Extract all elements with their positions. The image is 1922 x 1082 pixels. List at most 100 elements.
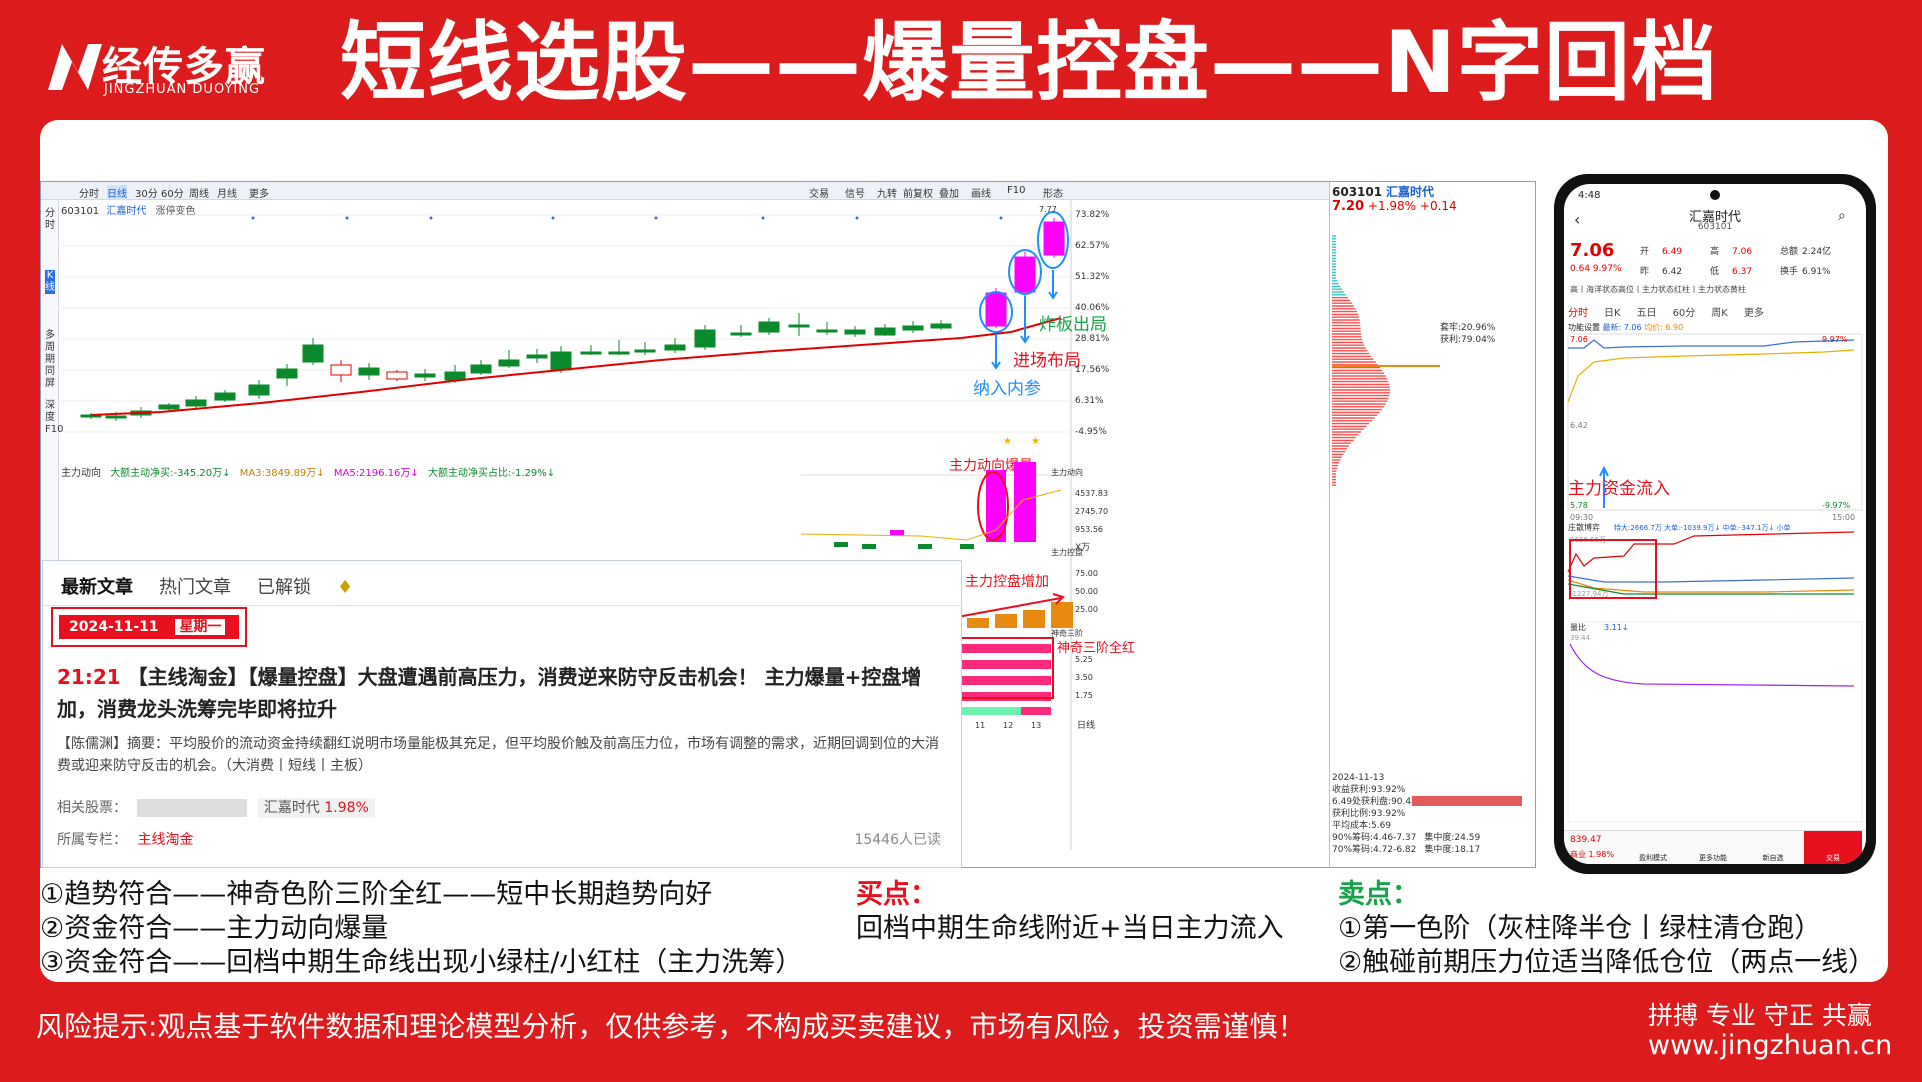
annotations-volume_burst: 主力动向爆量 <box>949 458 1033 474</box>
slogan: 拼搏 专业 守正 共赢 <box>1648 1001 1872 1030</box>
candle <box>608 351 630 355</box>
phone-screen: 4:48 ‹ 汇嘉时代 603101 ⌕ 7.06 0.64 9.97% 开 6.… <box>1564 184 1866 864</box>
toolbar-tool-3[interactable]: 前复权 <box>903 189 933 200</box>
phone-tab-4[interactable]: 周K <box>1711 308 1728 319</box>
related-stock-chip[interactable]: 汇嘉时代 1.98% <box>257 798 375 818</box>
phone-bottom-price: 839.47 <box>1570 835 1602 845</box>
x_dates-7: 12 <box>1003 721 1013 730</box>
phone-latest: 最新: 7.06 <box>1602 323 1642 332</box>
volume-bar <box>960 544 974 549</box>
indicator-d: 大额主动净买占比:-1.29%↓ <box>427 468 556 479</box>
toolbar-tab-3[interactable]: 60分 <box>161 189 184 200</box>
toolbar-tab-2[interactable]: 30分 <box>135 189 158 200</box>
phone-tab-5[interactable]: 更多 <box>1743 308 1764 319</box>
pct-tick: 51.32% <box>1075 272 1110 282</box>
chip-stat: 集中度:24.59 <box>1424 833 1481 843</box>
risk-notice: 风险提示:观点基于软件数据和理论模型分析，仅供参考，不构成买卖建议，市场有风险，… <box>36 1010 1306 1043</box>
toolbar-tool-4[interactable]: 叠加 <box>939 189 959 200</box>
volume-bar <box>834 542 848 547</box>
toolbar-tool-5[interactable]: 画线 <box>971 189 991 200</box>
candle <box>816 329 838 333</box>
search-icon[interactable]: ⌕ <box>1838 208 1846 224</box>
indicator_bar-title: 主力动向 <box>1051 467 1083 477</box>
toolbar-tool-2[interactable]: 九转 <box>877 189 897 200</box>
website-link[interactable]: www.jingzhuan.cn <box>1648 1030 1893 1061</box>
panel_labels-stair: 神奇三阶 <box>1051 628 1083 638</box>
profit-ratio-bar <box>1412 796 1522 806</box>
related-row: 相关股票： 汇嘉时代 1.98% <box>57 797 375 818</box>
annotations-stair_red: 神奇三阶全红 <box>1057 640 1135 656</box>
quote-change-pct: +1.98% <box>1367 199 1417 213</box>
logo-mark <box>48 44 102 90</box>
phone-func[interactable]: 功能设置 <box>1568 323 1600 332</box>
candle <box>664 344 686 351</box>
star-icon: ★ <box>1031 436 1040 447</box>
toolbar-tool-7[interactable]: 形态 <box>1043 189 1063 200</box>
toolbar-tab-0[interactable]: 分时 <box>79 189 99 200</box>
highlight-ellipse <box>1037 211 1069 269</box>
sidebar-item-0[interactable]: 分时 <box>45 208 55 231</box>
limit-flag[interactable]: 涨停变色 <box>155 206 196 217</box>
candle <box>1014 256 1036 293</box>
toolbar-tab-5[interactable]: 月线 <box>217 189 237 200</box>
annotations-control_up: 主力控盘增加 <box>965 573 1049 590</box>
phone-tab-1[interactable]: 日K <box>1604 308 1621 319</box>
article-headline[interactable]: 21:21 【主线淘金】【爆量控盘】大盘遭遇前高压力，消费逆来防守反击机会！ 主… <box>57 661 957 725</box>
candle <box>158 404 180 410</box>
toolbar-tool-1[interactable]: 信号 <box>845 189 865 200</box>
phone-btn-1[interactable]: 更多功能 <box>1699 854 1727 862</box>
brand-name-en: JINGZHUAN DUOYING <box>104 82 261 97</box>
chip-stat-line: 收益获利:93.92% <box>1332 784 1535 796</box>
chip-info: 套牢:20.96% 获利:79.04% <box>1440 322 1495 346</box>
percent-axis: 73.82% 62.57% 51.32% 40.06% 28.81% 17.56% 6.31… <box>1075 200 1125 460</box>
phone-btn-2[interactable]: 新自选 <box>1762 854 1784 862</box>
toolbar-tool-6[interactable]: F10 <box>1007 185 1026 196</box>
phone-tab-2[interactable]: 五日 <box>1636 308 1657 319</box>
x_dates-6: 11 <box>975 721 985 730</box>
control-bar <box>1051 602 1073 628</box>
phone-btn-3[interactable]: 交易 <box>1804 831 1862 864</box>
pct-tick: 40.06% <box>1075 303 1110 313</box>
article-tab-2[interactable]: 已解锁 <box>257 577 311 598</box>
sidebar-item-1[interactable]: K线 <box>45 270 55 294</box>
phone-tab-0[interactable]: 分时 <box>1568 308 1588 319</box>
quote-code: 603101 <box>1332 185 1383 199</box>
volume-bar <box>890 530 904 535</box>
sell-point-1: ①第一色阶（灰柱降半仓丨绿柱清仓跑） <box>1338 913 1822 944</box>
toolbar-tab-4[interactable]: 周线 <box>189 189 209 200</box>
volume-bar <box>862 544 876 549</box>
candle <box>185 399 207 407</box>
article-tab-1[interactable]: 热门文章 <box>159 577 231 598</box>
chart-toolbar: 分时 日线 30分 60分 周线 月线 更多 交易 信号 九转 前复权 叠加 画线 F10 形态 <box>41 182 1535 200</box>
chip-distribution-svg <box>1332 235 1440 486</box>
chip-info-line: 套牢:20.96% <box>1440 323 1496 333</box>
toolbar-tool-0[interactable]: 交易 <box>809 189 829 200</box>
chip-info-line: 获利:79.04% <box>1440 335 1496 345</box>
sidebar-item-2[interactable]: 多周期同屏 <box>45 330 55 389</box>
article-tab-0[interactable]: 最新文章 <box>61 577 133 598</box>
column-link[interactable]: 主线淘金 <box>137 832 194 848</box>
phone-tab-3[interactable]: 60分 <box>1672 308 1696 319</box>
arrow-icon <box>1052 593 1065 605</box>
phone-tabs: 分时 日K 五日 60分 周K 更多 <box>1568 304 1864 320</box>
candle <box>386 371 408 380</box>
candle <box>580 351 602 355</box>
toolbar-tab-6[interactable]: 更多 <box>249 189 269 200</box>
pct-tick: -4.95% <box>1075 427 1107 437</box>
annotations-explosion: 炸板出局 <box>1039 315 1107 335</box>
article-tabs: 最新文章 热门文章 已解锁 ♦ <box>61 573 353 603</box>
sell-point-2: ②触碰前期压力位适当降低仓位（两点一线） <box>1338 947 1876 978</box>
stock-name[interactable]: 汇嘉时代 <box>106 206 147 217</box>
toolbar-tab-1[interactable]: 日线 <box>107 185 127 200</box>
phone-btn-0[interactable]: 盈利模式 <box>1639 854 1667 862</box>
arrow-down-icon <box>1048 291 1058 300</box>
signal-dot <box>761 216 765 220</box>
chip-stat: 2024-11-13 <box>1332 773 1385 783</box>
quote-price-row: 7.20 +1.98% +0.14 <box>1332 199 1457 214</box>
lock-badge-icon: ♦ <box>337 577 354 598</box>
sidebar-item-3[interactable]: 深度F10 <box>45 400 64 435</box>
chevron-left-icon[interactable]: ‹ <box>1574 210 1581 229</box>
buy-point: 回档中期生命线附近+当日主力流入 <box>856 913 1284 944</box>
chip-stat: 平均成本:5.69 <box>1332 821 1392 831</box>
candle <box>276 368 298 379</box>
